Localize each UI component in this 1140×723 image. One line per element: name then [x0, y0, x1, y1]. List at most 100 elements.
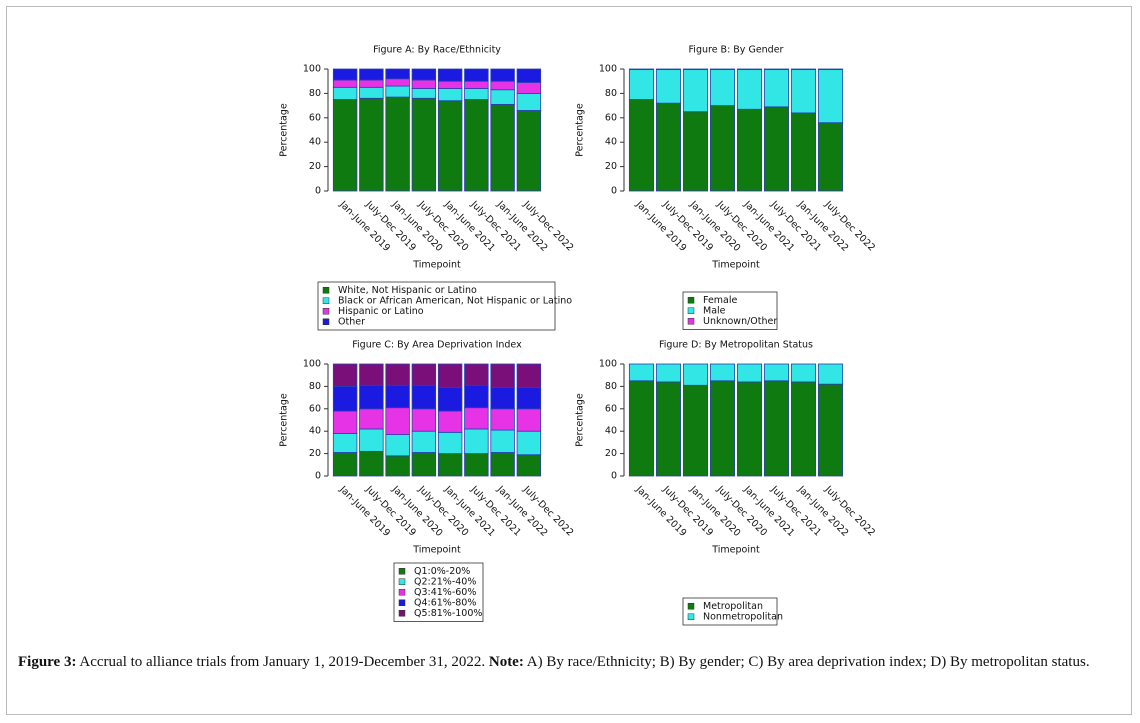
bar-segment: [655, 102, 682, 192]
bar-segment: [385, 68, 410, 80]
bar-segment: [628, 69, 655, 100]
bar-segment: [490, 429, 515, 453]
bar-segment: [411, 68, 437, 81]
bar-segment: [411, 452, 437, 477]
bar-segment: [490, 68, 515, 82]
bar-segment: [490, 89, 515, 105]
legend-label: Nonmetropolitan: [703, 611, 783, 622]
bar-segment: [628, 99, 655, 192]
y-tick-label: 60: [309, 403, 321, 414]
x-axis-label: Timepoint: [412, 545, 461, 556]
note-text: A) By race/Ethnicity; B) By gender; C) B…: [526, 654, 1090, 670]
bar-segment: [464, 407, 489, 430]
bar-segment: [516, 454, 542, 477]
legend-swatch: [687, 307, 695, 314]
bar-segment: [790, 381, 817, 477]
bar-segment: [490, 408, 515, 431]
bar-segment: [817, 68, 844, 71]
bar-segment: [411, 384, 437, 410]
bar-segment: [490, 363, 515, 388]
y-tick-label: 100: [599, 359, 617, 370]
y-tick-label: 40: [605, 137, 617, 148]
bar-segment: [411, 363, 437, 386]
bar-segment: [655, 363, 682, 383]
legend-swatch: [687, 603, 695, 610]
bar-segment: [332, 385, 358, 412]
y-tick-label: 20: [309, 448, 321, 459]
bar-segment: [437, 363, 463, 388]
bar-segment: [817, 363, 844, 385]
bar-segment: [516, 110, 542, 192]
legend-box: [393, 562, 484, 622]
y-tick-label: 60: [605, 403, 617, 414]
legend-swatch: [322, 318, 330, 325]
legend-swatch: [322, 308, 330, 315]
bar-segment: [516, 93, 542, 111]
bar-segment: [411, 408, 437, 432]
x-axis-label: Timepoint: [412, 260, 461, 271]
note-label: Note:: [488, 654, 524, 670]
bar-segment: [411, 79, 437, 89]
bar-segment: [817, 383, 844, 477]
bar-segment: [332, 452, 358, 477]
bar-segment: [709, 69, 736, 107]
bar-segment: [385, 96, 410, 192]
legend-label: Q2:21%-40%: [414, 576, 476, 587]
caption: Figure 3: Accrual to alliance trials fro…: [18, 651, 1123, 674]
bar-segment: [736, 68, 763, 71]
legend-label: Q5:81%-100%: [414, 608, 482, 619]
bar-segment: [359, 450, 384, 477]
bar-segment: [359, 384, 384, 410]
bar-segment: [359, 428, 384, 452]
bar-segment: [359, 79, 384, 88]
bar-segment: [790, 112, 817, 192]
bar-segment: [437, 68, 463, 82]
bar-segment: [655, 381, 682, 477]
bar-segment: [516, 82, 542, 94]
bar-segment: [790, 69, 817, 114]
y-axis-label: Percentage: [575, 393, 586, 447]
bar-segment: [385, 363, 410, 386]
bar-segment: [628, 380, 655, 477]
y-tick-label: 100: [599, 64, 617, 75]
y-tick-label: 80: [309, 88, 321, 99]
bar-segment: [763, 69, 790, 108]
bar-segment: [332, 79, 358, 88]
y-tick-label: 40: [605, 426, 617, 437]
legend-label: Q3:41%-60%: [414, 587, 476, 598]
bar-segment: [490, 103, 515, 192]
legend-box: [317, 281, 556, 331]
bar-segment: [464, 453, 489, 477]
bar-segment: [385, 455, 410, 477]
bar-segment: [464, 384, 489, 409]
bar-segment: [763, 68, 790, 71]
bar-segment: [464, 68, 489, 82]
bar-segment: [411, 88, 437, 99]
legend-label: Metropolitan: [703, 601, 763, 612]
legend-swatch: [687, 613, 695, 620]
bar-segment: [437, 410, 463, 433]
bar-segment: [817, 122, 844, 192]
bar-segment: [817, 69, 844, 124]
bar-segment: [359, 86, 384, 99]
bar-segment: [332, 363, 358, 387]
bar-segment: [437, 431, 463, 455]
bar-segment: [464, 80, 489, 89]
y-axis-label: Percentage: [279, 393, 290, 447]
bar-segment: [763, 363, 790, 382]
bar-segment: [437, 88, 463, 102]
bar-segment: [359, 408, 384, 430]
legend-label: Other: [338, 316, 365, 327]
chart-title: Figure D: By Metropolitan Status: [659, 340, 813, 351]
bar-segment: [655, 68, 682, 71]
legend-box: [682, 291, 778, 330]
bar-segment: [385, 78, 410, 87]
bar-segment: [516, 387, 542, 410]
bar-segment: [516, 408, 542, 432]
y-tick-label: 100: [303, 64, 321, 75]
legend-swatch: [398, 599, 406, 606]
bar-segment: [516, 430, 542, 456]
bar-segment: [385, 85, 410, 98]
bar-segment: [790, 68, 817, 71]
y-tick-label: 40: [309, 137, 321, 148]
